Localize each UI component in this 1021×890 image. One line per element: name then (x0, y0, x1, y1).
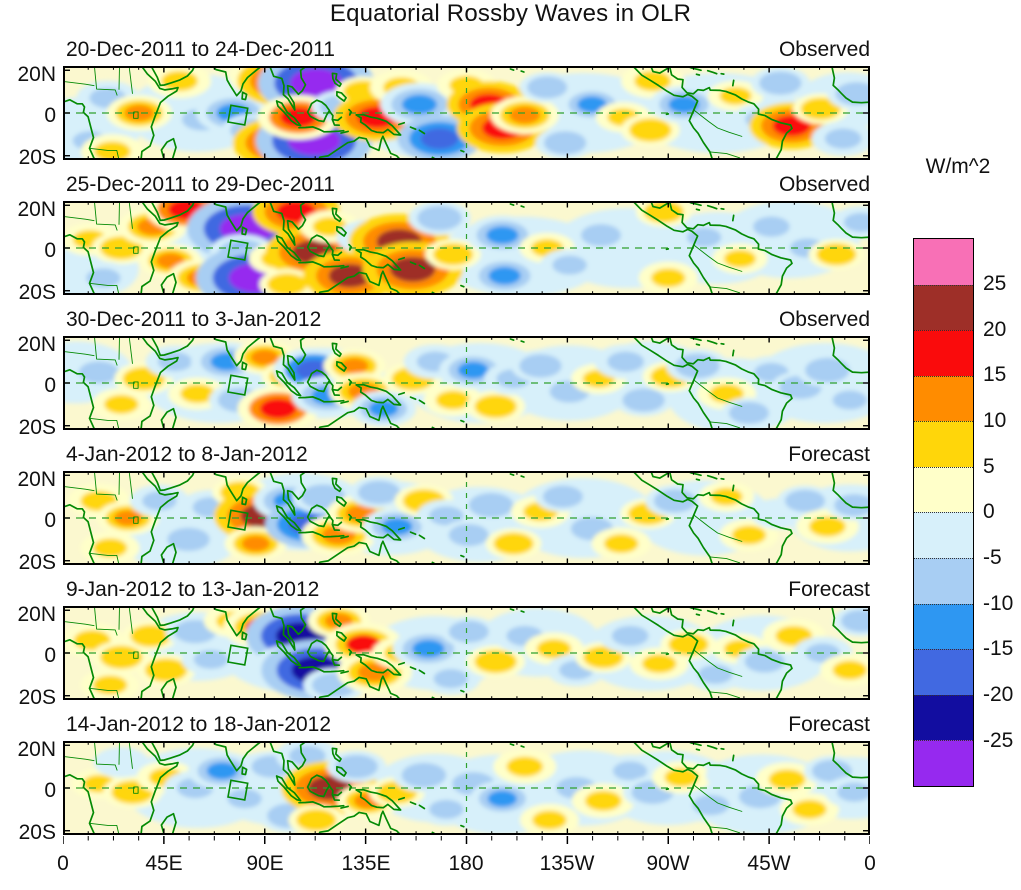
y-tick-20n: 20N (17, 63, 56, 86)
panel-status-label: Forecast (788, 443, 870, 466)
y-tick-0: 0 (44, 779, 56, 802)
panel-row-2: 25-Dec-2011 to 29-Dec-2011 Observed 20N … (0, 169, 1021, 304)
colorbar-segment (914, 375, 973, 422)
y-tick-0: 0 (44, 104, 56, 127)
colorbar-units-label: W/m^2 (925, 155, 991, 178)
map-panel (63, 741, 870, 835)
panel-date-label: 25-Dec-2011 to 29-Dec-2011 (66, 173, 335, 196)
colorbar-segment (914, 421, 973, 467)
x-tick-label: 135E (341, 852, 391, 875)
colorbar-segment (914, 512, 973, 559)
x-tick-label: 0 (57, 852, 69, 875)
colorbar (913, 238, 974, 787)
panel-row-5: 9-Jan-2012 to 13-Jan-2012 Forecast 20N 0… (0, 574, 1021, 709)
y-tick-0: 0 (44, 644, 56, 667)
y-tick-0: 0 (44, 509, 56, 532)
y-tick-0: 0 (44, 374, 56, 397)
panel-date-label: 4-Jan-2012 to 8-Jan-2012 (66, 443, 308, 466)
y-tick-20s: 20S (18, 686, 56, 709)
x-tick-label: 0 (864, 852, 876, 875)
x-tick-label: 135W (539, 852, 595, 875)
panel-status-label: Observed (778, 38, 870, 61)
panel-status-label: Forecast (788, 713, 870, 736)
panel-status-label: Observed (778, 308, 870, 331)
colorbar-tick: 0 (983, 500, 995, 523)
panel-row-1: 20-Dec-2011 to 24-Dec-2011 Observed 20N … (0, 34, 1021, 169)
colorbar-tick: 10 (983, 409, 1007, 432)
panel-row-3: 30-Dec-2011 to 3-Jan-2012 Observed 20N 0… (0, 304, 1021, 439)
colorbar-tick: 15 (983, 363, 1007, 386)
map-panel (63, 471, 870, 565)
y-tick-20n: 20N (17, 468, 56, 491)
map-panel (63, 336, 870, 430)
colorbar-tick: -20 (983, 683, 1014, 706)
y-tick-0: 0 (44, 239, 56, 262)
colorbar-segment (914, 330, 973, 376)
map-panel (63, 66, 870, 160)
y-tick-20n: 20N (17, 738, 56, 761)
y-tick-20s: 20S (18, 416, 56, 439)
x-tick-label: 90E (246, 852, 284, 875)
colorbar-segment (914, 284, 973, 331)
map-panel (63, 606, 870, 700)
y-tick-20s: 20S (18, 281, 56, 304)
colorbar-segment (914, 740, 973, 786)
colorbar-tick: -10 (983, 592, 1014, 615)
panel-date-label: 14-Jan-2012 to 18-Jan-2012 (66, 713, 332, 736)
y-tick-20s: 20S (18, 821, 56, 844)
y-tick-20n: 20N (17, 198, 56, 221)
colorbar-segment (914, 694, 973, 741)
colorbar-tick: 20 (983, 318, 1007, 341)
y-tick-20n: 20N (17, 333, 56, 356)
colorbar-tick: -5 (983, 546, 1002, 569)
colorbar-segment (914, 603, 973, 650)
x-axis-ticks (63, 836, 870, 844)
x-tick-label: 90W (646, 852, 690, 875)
colorbar-segment (914, 649, 973, 695)
panel-row-4: 4-Jan-2012 to 8-Jan-2012 Forecast 20N 0 … (0, 439, 1021, 574)
y-tick-20s: 20S (18, 551, 56, 574)
colorbar-tick: 25 (983, 272, 1007, 295)
panel-date-label: 30-Dec-2011 to 3-Jan-2012 (66, 308, 322, 331)
panel-date-label: 20-Dec-2011 to 24-Dec-2011 (66, 38, 335, 61)
colorbar-segment (914, 558, 973, 604)
y-tick-20n: 20N (17, 603, 56, 626)
figure-title: Equatorial Rossby Waves in OLR (329, 0, 692, 27)
panel-row-6: 14-Jan-2012 to 18-Jan-2012 Forecast 20N … (0, 709, 1021, 844)
x-tick-label: 45E (145, 852, 183, 875)
panel-date-label: 9-Jan-2012 to 13-Jan-2012 (66, 578, 320, 601)
x-tick-label: 45W (747, 852, 791, 875)
colorbar-tick: 5 (983, 455, 995, 478)
panel-status-label: Observed (778, 173, 870, 196)
colorbar-tick: -25 (983, 729, 1014, 752)
colorbar-segment (914, 239, 973, 285)
map-panel (63, 201, 870, 295)
y-tick-20s: 20S (18, 146, 56, 169)
colorbar-segment (914, 466, 973, 513)
x-tick-label: 180 (448, 852, 484, 875)
panel-status-label: Forecast (788, 578, 870, 601)
colorbar-tick: -15 (983, 637, 1014, 660)
